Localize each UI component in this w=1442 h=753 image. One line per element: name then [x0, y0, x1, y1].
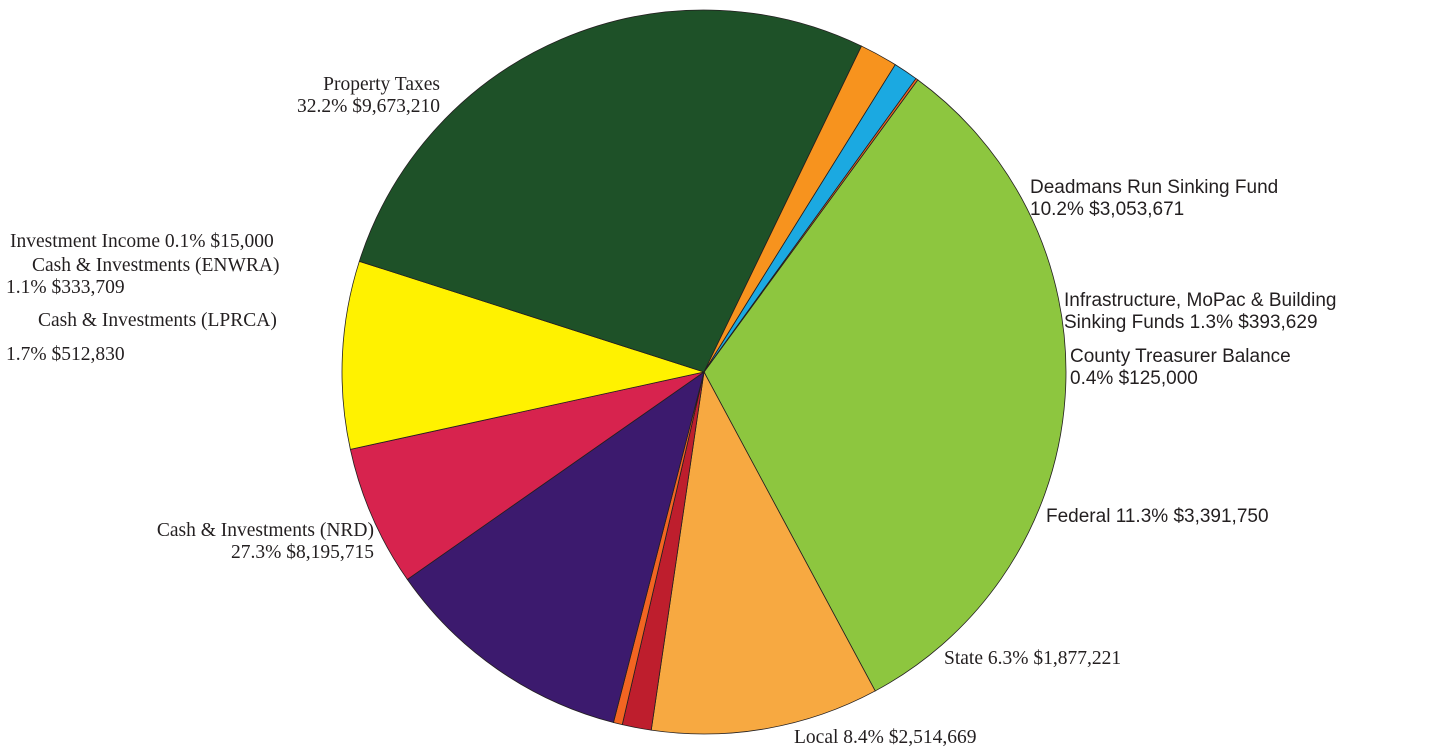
label-lprca-name: Cash & Investments (LPRCA): [38, 310, 277, 331]
label-infrastructure-value: Sinking Funds 1.3% $393,629: [1064, 312, 1318, 333]
pie-slice-state: [349, 371, 705, 580]
label-infrastructure-name: Infrastructure, MoPac & Building: [1064, 290, 1337, 311]
label-county-treasurer-name: County Treasurer Balance: [1070, 346, 1291, 367]
label-local: Local 8.4% $2,514,669: [794, 727, 977, 749]
pie-slice-local: [341, 260, 706, 450]
label-lprca-value: 1.7% $512,830: [6, 344, 125, 365]
label-state-text: State 6.3% $1,877,221: [944, 648, 1122, 669]
pie-slice-investment-income: [703, 77, 919, 373]
label-county-treasurer-value: 0.4% $125,000: [1070, 368, 1198, 389]
label-enwra-name: Cash & Investments (ENWRA): [32, 255, 280, 276]
label-investment-income: Investment Income 0.1% $15,000: [10, 231, 274, 253]
pie-slice-deadmans-run-sinking-fund: [650, 370, 876, 735]
label-state: State 6.3% $1,877,221: [944, 648, 1121, 670]
label-investment-income-text: Investment Income 0.1% $15,000: [10, 231, 274, 252]
label-property-taxes: Property Taxes 32.2% $9,673,210: [297, 74, 440, 118]
label-deadmans: Deadmans Run Sinking Fund 10.2% $3,053,6…: [1030, 177, 1278, 221]
label-enwra-value: 1.1% $333,709: [6, 277, 125, 298]
label-property-taxes-value: 32.2% $9,673,210: [297, 96, 440, 117]
label-enwra: Cash & Investments (ENWRA) 1.1% $333,709: [6, 255, 280, 299]
label-federal-text: Federal 11.3% $3,391,750: [1046, 506, 1269, 527]
label-nrd-name: Cash & Investments (NRD): [156, 520, 374, 541]
label-nrd-value: 27.3% $8,195,715: [231, 542, 374, 563]
label-lprca: Cash & Investments (LPRCA) 1.7% $512,830: [6, 310, 277, 366]
label-federal: Federal 11.3% $3,391,750: [1046, 506, 1269, 528]
pie-slice-property-taxes: [703, 79, 1067, 692]
label-deadmans-value: 10.2% $3,053,671: [1030, 199, 1185, 220]
pie-slice-cash-investments-nrd: [358, 9, 863, 373]
label-infrastructure: Infrastructure, MoPac & Building Sinking…: [1064, 290, 1336, 334]
label-county-treasurer: County Treasurer Balance 0.4% $125,000: [1070, 346, 1291, 390]
label-local-text: Local 8.4% $2,514,669: [794, 727, 977, 748]
pie-slice-federal: [406, 371, 705, 723]
label-deadmans-name: Deadmans Run Sinking Fund: [1030, 177, 1279, 198]
label-property-taxes-name: Property Taxes: [323, 74, 440, 95]
label-nrd: Cash & Investments (NRD) 27.3% $8,195,71…: [157, 520, 374, 564]
